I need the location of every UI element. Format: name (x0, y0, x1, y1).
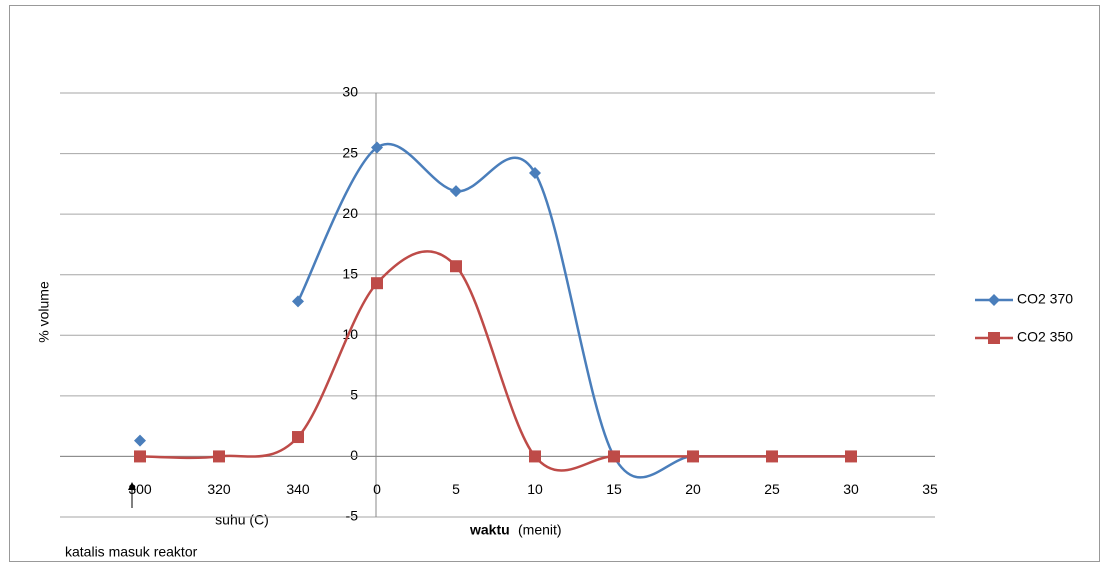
legend-marker (988, 332, 1000, 344)
data-point (766, 450, 778, 462)
x-tick-label: 30 (843, 481, 859, 497)
data-point (292, 295, 304, 307)
x-tick-label: 340 (286, 481, 310, 497)
data-point (213, 450, 225, 462)
x-tick-label: 0 (373, 481, 381, 497)
x-tick-label: 20 (685, 481, 701, 497)
data-point (134, 450, 146, 462)
data-point (687, 450, 699, 462)
chart: % volume suhu (C) waktu (menit) katalis … (0, 0, 1101, 563)
data-point (371, 277, 383, 289)
series-line (140, 251, 851, 470)
legend-label: CO2 370 (1017, 291, 1073, 307)
y-tick-label: 30 (342, 84, 358, 100)
data-point (134, 435, 146, 447)
data-point (529, 450, 541, 462)
annotation: katalis masuk reaktor (65, 544, 198, 560)
data-point (450, 185, 462, 197)
data-point (292, 431, 304, 443)
x-tick-label: 35 (922, 481, 938, 497)
y-tick-label: 25 (342, 144, 358, 160)
x-tick-label: 5 (452, 481, 460, 497)
x-tick-label: 320 (207, 481, 231, 497)
x-axis-title: waktu (469, 522, 510, 538)
y-tick-label: 5 (350, 387, 358, 403)
series-line (298, 144, 851, 478)
x-tick-label: 25 (764, 481, 780, 497)
x-axis-unit: (menit) (518, 522, 562, 538)
x-tick-label: 10 (527, 481, 543, 497)
data-point (450, 260, 462, 272)
legend-marker (988, 294, 1000, 306)
y-tick-label: 15 (342, 265, 358, 281)
x-axis-title-left: suhu (C) (215, 512, 269, 528)
x-tick-label: 300 (128, 481, 152, 497)
legend-label: CO2 350 (1017, 329, 1073, 345)
chart-frame (10, 6, 1100, 562)
y-axis-title: % volume (36, 281, 52, 343)
y-tick-label: 20 (342, 205, 358, 221)
x-tick-label: 15 (606, 481, 622, 497)
data-point (845, 450, 857, 462)
data-point (608, 450, 620, 462)
y-tick-label: 0 (350, 447, 358, 463)
y-tick-label: -5 (346, 508, 359, 524)
